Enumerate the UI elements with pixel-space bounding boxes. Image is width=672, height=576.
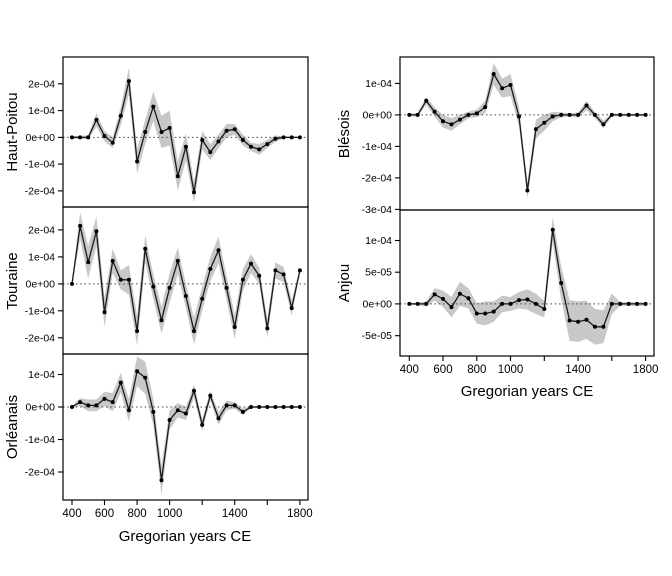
x-tick-label: 600 — [95, 508, 114, 520]
x-tick-label: 1800 — [287, 508, 313, 520]
y-tick-label: 0e+00 — [26, 132, 56, 144]
x-axis-title-right: Gregorian years CE — [460, 383, 594, 400]
haut-poitou-confidence-band — [72, 67, 300, 203]
y-tick-label: 1e-04 — [28, 105, 55, 117]
y-tick-label: 1e-04 — [28, 369, 55, 381]
ylabel-blesois: Blésois — [336, 109, 353, 159]
x-axis-title-left: Gregorian years CE — [118, 528, 252, 545]
blesois-markers — [407, 72, 648, 193]
orleanais-panel-border — [62, 353, 309, 501]
x-tick-label: 800 — [128, 508, 147, 520]
x-axis-left: 400 600 800 1000 1400 1800 — [62, 500, 313, 520]
x-tick-label: 1000 — [498, 364, 524, 376]
ylabel-orleanais: Orléanais — [4, 394, 21, 460]
y-tick-label: -2e-04 — [25, 332, 56, 344]
touraine-markers — [70, 223, 302, 334]
y-tick-label: 0e+00 — [26, 278, 56, 290]
touraine-confidence-band — [72, 212, 300, 346]
ylabel-haut-poitou: Haut-Poitou — [4, 92, 21, 172]
orleanais-markers — [70, 369, 302, 483]
orleanais-series-line — [71, 370, 300, 481]
x-tick-label: 1800 — [633, 364, 659, 376]
blesois-y-axis: 1e-04 0e+00 -1e-04 -2e-04 -3e-04 — [362, 78, 400, 216]
y-tick-label: -2e-04 — [25, 185, 56, 197]
y-tick-label: -5e-05 — [362, 330, 393, 342]
orleanais-confidence-band — [72, 356, 300, 495]
anjou-markers — [407, 227, 648, 329]
y-tick-label: -2e-04 — [362, 172, 393, 184]
panel-haut-poitou: 2e-04 1e-04 0e+00 -1e-04 -2e-04 — [25, 56, 309, 208]
haut-poitou-y-axis: 2e-04 1e-04 0e+00 -1e-04 -2e-04 — [25, 78, 63, 197]
touraine-y-axis: 2e-04 1e-04 0e+00 -1e-04 -2e-04 — [25, 224, 63, 344]
orleanais-y-axis: 1e-04 0e+00 -1e-04 -2e-04 — [25, 369, 63, 479]
y-tick-label: 1e-04 — [28, 251, 55, 263]
y-tick-label: 1e-04 — [365, 235, 392, 247]
y-tick-label: -2e-04 — [25, 467, 56, 479]
x-tick-label: 1000 — [157, 508, 183, 520]
y-tick-label: -1e-04 — [25, 305, 56, 317]
y-tick-label: 2e-04 — [28, 224, 55, 236]
anjou-confidence-band — [409, 217, 646, 345]
x-tick-label: 600 — [433, 364, 452, 376]
y-tick-label: 0e+00 — [363, 109, 393, 121]
anjou-y-axis: 1e-04 5e-05 0e+00 -5e-05 — [362, 235, 400, 342]
x-axis-right: 400 600 800 1000 1400 1800 — [400, 356, 659, 376]
touraine-panel-border — [62, 206, 309, 355]
y-tick-label: 5e-05 — [365, 267, 392, 279]
panel-touraine: 2e-04 1e-04 0e+00 -1e-04 -2e-04 — [25, 206, 309, 355]
panel-blesois: 1e-04 0e+00 -1e-04 -2e-04 -3e-04 — [362, 56, 655, 216]
y-tick-label: 1e-04 — [365, 78, 392, 90]
x-tick-label: 1400 — [565, 364, 591, 376]
blesois-series-line — [409, 73, 646, 192]
panel-orleanais: 1e-04 0e+00 -1e-04 -2e-04 — [25, 353, 309, 501]
haut-poitou-markers — [70, 79, 302, 195]
y-tick-label: 0e+00 — [363, 298, 393, 310]
ylabel-anjou: Anjou — [336, 263, 353, 303]
y-tick-label: 0e+00 — [26, 402, 56, 414]
y-tick-label: -1e-04 — [25, 159, 56, 171]
ylabel-touraine: Touraine — [4, 252, 21, 310]
anjou-panel-border — [399, 209, 655, 357]
x-tick-label: 800 — [467, 364, 486, 376]
x-tick-label: 1400 — [222, 508, 248, 520]
x-tick-label: 400 — [400, 364, 419, 376]
blesois-confidence-band — [409, 63, 646, 199]
panel-anjou: 1e-04 5e-05 0e+00 -5e-05 — [362, 209, 655, 357]
x-tick-label: 400 — [62, 508, 81, 520]
y-tick-label: -1e-04 — [25, 434, 56, 446]
y-tick-label: 2e-04 — [28, 78, 55, 90]
y-tick-label: -3e-04 — [362, 204, 393, 216]
y-tick-label: -1e-04 — [362, 141, 393, 153]
